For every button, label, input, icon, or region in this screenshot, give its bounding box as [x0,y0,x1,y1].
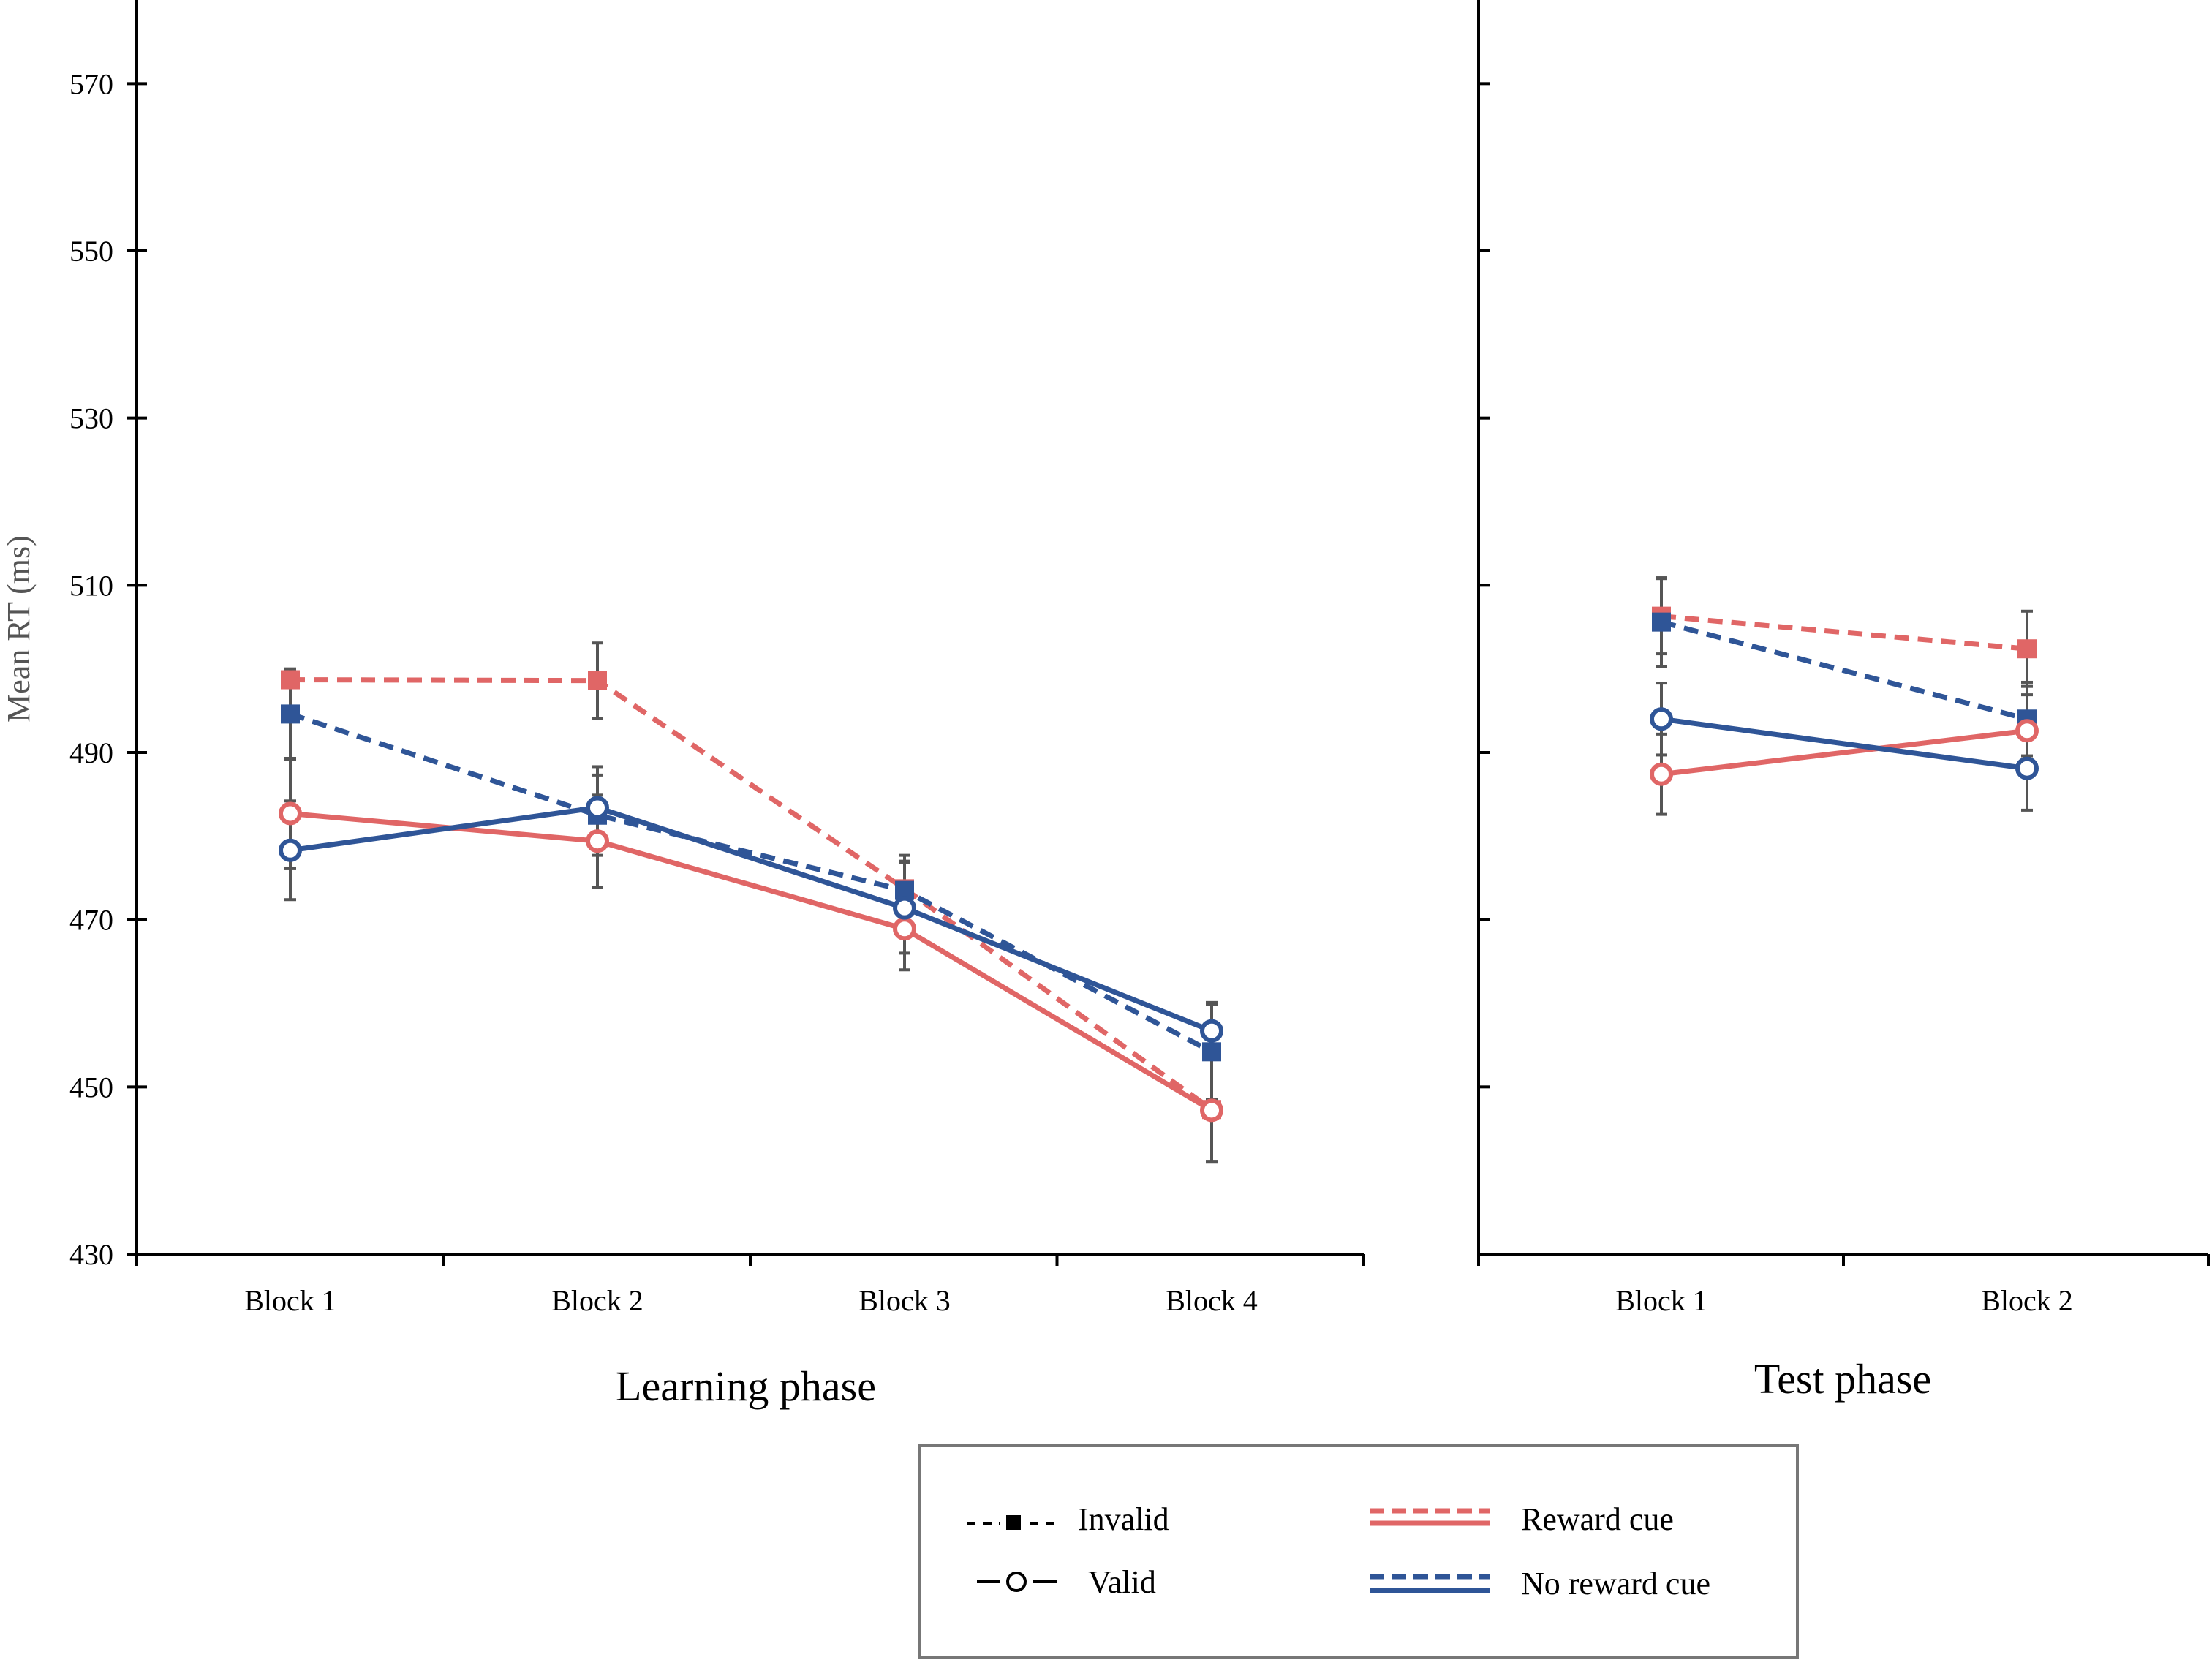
test-phase-panel: Block 1 Block 2 [1477,0,2210,1317]
series-line-reward-valid [1661,728,2028,777]
y-tick-label: 570 [69,67,113,100]
data-point-no_reward-invalid [281,704,300,724]
legend-invalid-label: Invalid [1078,1501,1169,1537]
legend-reward-label: Reward cue [1521,1501,1674,1537]
y-tick-label: 490 [69,736,113,769]
data-point-reward-valid [1650,762,1673,786]
data-point-no_reward-valid [279,838,302,862]
y-tick-label: 550 [69,235,113,268]
y-axis-label: Mean RT (ms) [1,535,37,723]
legend-box [918,1444,1799,1659]
x-tick-label: Block 2 [1981,1284,2073,1317]
data-point-reward-valid [279,801,302,826]
data-point-reward-valid [1200,1098,1223,1123]
series-line-reward-invalid [290,677,1214,1112]
x-tick-label: Block 4 [1166,1284,1258,1317]
data-point-reward-invalid [2017,639,2037,659]
learning-phase-label: Learning phase [616,1362,876,1410]
series-line-no_reward-invalid [1661,619,2028,722]
data-point-no_reward-valid [1650,707,1673,731]
data-point-reward-valid [893,917,916,941]
data-point-no_reward-valid [586,796,609,820]
legend: Invalid Valid Reward cue No reward cue [918,1444,1799,1659]
series-line-no_reward-valid [1661,716,2028,771]
y-axis: 430 450 470 490 510 530 550 570 [69,0,147,1271]
series-line-no_reward-valid [290,804,1213,1033]
y-tick-label: 470 [69,904,113,937]
legend-no-reward-label: No reward cue [1521,1566,1710,1601]
legend-reward-swatch [1370,1508,1490,1526]
legend-no-reward-swatch [1370,1574,1490,1593]
data-point-reward-invalid [588,671,607,690]
y-tick-label: 510 [69,569,113,602]
x-tick-label: Block 1 [1615,1284,1707,1317]
data-point-no_reward-invalid [1652,612,1671,632]
learning-phase-panel: Block 1 Block 2 Block 3 Block 4 [135,641,1365,1317]
legend-valid-label: Valid [1088,1564,1156,1600]
series-line-no_reward-invalid [289,712,1213,1055]
data-point-no_reward-valid [1200,1019,1223,1043]
legend-valid-marker [977,1572,1057,1592]
y-tick-label: 450 [69,1071,113,1103]
series-line-reward-invalid [1661,614,2028,652]
y-tick-label: 430 [69,1238,113,1271]
x-tick-label: Block 3 [858,1284,951,1317]
data-point-reward-valid [2015,719,2039,743]
x-tick-label: Block 2 [551,1284,643,1317]
legend-invalid-marker [967,1515,1062,1530]
data-point-no_reward-valid [893,896,916,920]
test-phase-label: Test phase [1754,1355,1931,1403]
y-tick-label: 530 [69,402,113,435]
data-point-reward-valid [586,829,609,853]
data-point-reward-invalid [281,670,300,690]
data-point-no_reward-invalid [1202,1042,1221,1062]
x-tick-label: Block 1 [244,1284,336,1317]
data-point-no_reward-valid [2015,756,2039,780]
